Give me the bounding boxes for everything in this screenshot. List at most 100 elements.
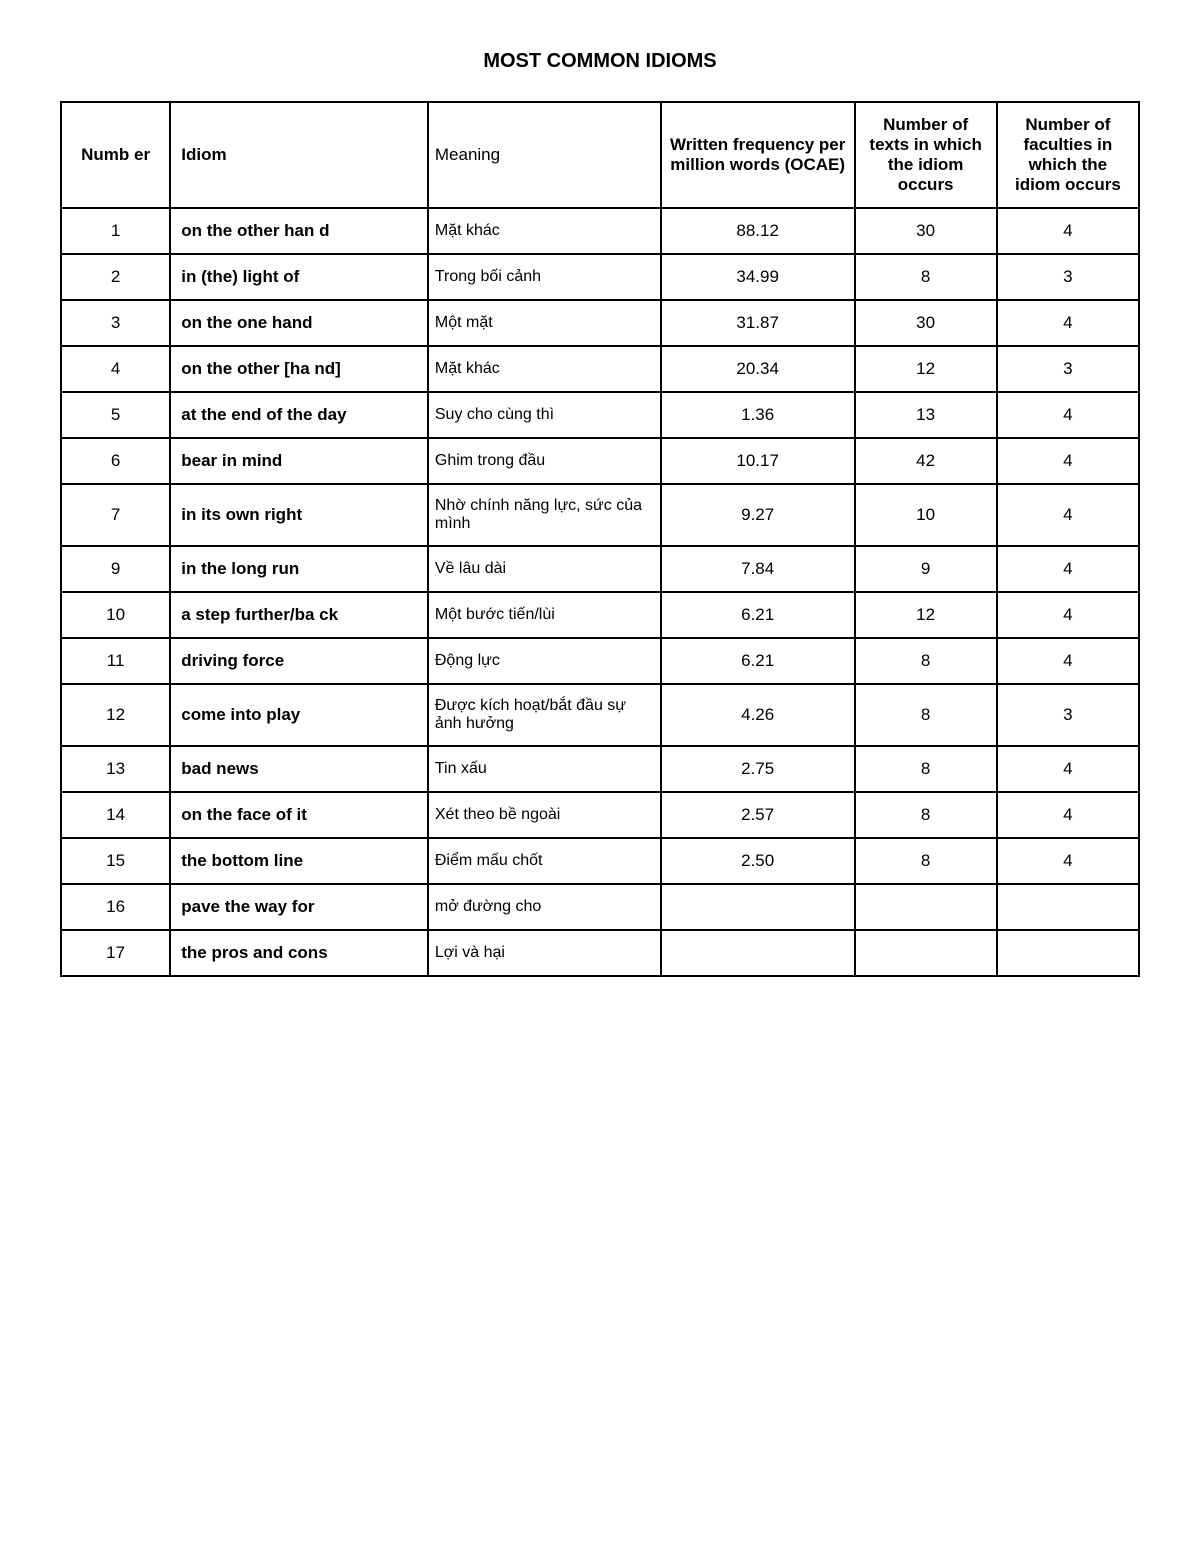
cell-texts: 30 — [855, 300, 997, 346]
cell-idiom: the pros and cons — [170, 930, 428, 976]
cell-faculties: 4 — [997, 638, 1139, 684]
table-row: 7in its own rightNhờ chính năng lực, sức… — [61, 484, 1139, 546]
cell-faculties: 3 — [997, 684, 1139, 746]
col-header-meaning: Meaning — [428, 102, 661, 208]
cell-texts: 8 — [855, 792, 997, 838]
cell-number: 2 — [61, 254, 170, 300]
cell-meaning: Tin xấu — [428, 746, 661, 792]
table-row: 11driving forceĐộng lực6.2184 — [61, 638, 1139, 684]
table-row: 4on the other [ha nd]Mặt khác20.34123 — [61, 346, 1139, 392]
cell-idiom: in (the) light of — [170, 254, 428, 300]
cell-idiom: on the one hand — [170, 300, 428, 346]
col-header-number: Numb er — [61, 102, 170, 208]
cell-number: 17 — [61, 930, 170, 976]
cell-faculties: 4 — [997, 546, 1139, 592]
cell-number: 15 — [61, 838, 170, 884]
cell-idiom: the bottom line — [170, 838, 428, 884]
cell-frequency: 10.17 — [661, 438, 855, 484]
cell-texts: 8 — [855, 746, 997, 792]
table-row: 14on the face of itXét theo bề ngoài2.57… — [61, 792, 1139, 838]
table-row: 12come into playĐược kích hoạt/bắt đầu s… — [61, 684, 1139, 746]
cell-idiom: in the long run — [170, 546, 428, 592]
table-row: 2in (the) light ofTrong bối cảnh34.9983 — [61, 254, 1139, 300]
cell-texts: 8 — [855, 838, 997, 884]
cell-meaning: Nhờ chính năng lực, sức của mình — [428, 484, 661, 546]
cell-texts: 8 — [855, 638, 997, 684]
table-row: 3on the one handMột mặt31.87304 — [61, 300, 1139, 346]
cell-faculties: 4 — [997, 484, 1139, 546]
cell-texts: 12 — [855, 592, 997, 638]
cell-number: 16 — [61, 884, 170, 930]
cell-frequency — [661, 930, 855, 976]
table-row: 15the bottom lineĐiểm mấu chốt2.5084 — [61, 838, 1139, 884]
cell-number: 9 — [61, 546, 170, 592]
cell-frequency: 4.26 — [661, 684, 855, 746]
cell-idiom: on the face of it — [170, 792, 428, 838]
cell-number: 13 — [61, 746, 170, 792]
table-row: 5at the end of the daySuy cho cùng thì1.… — [61, 392, 1139, 438]
cell-meaning: Suy cho cùng thì — [428, 392, 661, 438]
cell-meaning: Điểm mấu chốt — [428, 838, 661, 884]
table-row: 9in the long runVề lâu dài7.8494 — [61, 546, 1139, 592]
cell-meaning: Một bước tiến/lùi — [428, 592, 661, 638]
cell-frequency: 88.12 — [661, 208, 855, 254]
cell-meaning: Ghim trong đầu — [428, 438, 661, 484]
table-header-row: Numb er Idiom Meaning Written frequency … — [61, 102, 1139, 208]
cell-meaning: Được kích hoạt/bắt đầu sự ảnh hưởng — [428, 684, 661, 746]
cell-frequency: 20.34 — [661, 346, 855, 392]
cell-frequency: 34.99 — [661, 254, 855, 300]
cell-faculties: 3 — [997, 254, 1139, 300]
cell-texts: 13 — [855, 392, 997, 438]
page-title: MOST COMMON IDIOMS — [60, 50, 1140, 73]
cell-frequency: 31.87 — [661, 300, 855, 346]
cell-idiom: come into play — [170, 684, 428, 746]
cell-frequency: 1.36 — [661, 392, 855, 438]
cell-texts: 42 — [855, 438, 997, 484]
cell-texts — [855, 884, 997, 930]
cell-idiom: on the other [ha nd] — [170, 346, 428, 392]
cell-faculties: 4 — [997, 208, 1139, 254]
table-row: 6bear in mindGhim trong đầu10.17424 — [61, 438, 1139, 484]
cell-faculties: 4 — [997, 838, 1139, 884]
cell-faculties: 4 — [997, 438, 1139, 484]
cell-meaning: Về lâu dài — [428, 546, 661, 592]
cell-idiom: driving force — [170, 638, 428, 684]
cell-meaning: Trong bối cảnh — [428, 254, 661, 300]
cell-frequency: 2.50 — [661, 838, 855, 884]
cell-frequency — [661, 884, 855, 930]
cell-texts: 8 — [855, 254, 997, 300]
cell-texts: 30 — [855, 208, 997, 254]
cell-idiom: in its own right — [170, 484, 428, 546]
cell-number: 10 — [61, 592, 170, 638]
cell-frequency: 9.27 — [661, 484, 855, 546]
cell-texts: 8 — [855, 684, 997, 746]
cell-meaning: mở đường cho — [428, 884, 661, 930]
cell-number: 12 — [61, 684, 170, 746]
cell-frequency: 7.84 — [661, 546, 855, 592]
col-header-idiom: Idiom — [170, 102, 428, 208]
cell-texts: 12 — [855, 346, 997, 392]
cell-faculties: 4 — [997, 592, 1139, 638]
cell-meaning: Lợi và hại — [428, 930, 661, 976]
cell-idiom: pave the way for — [170, 884, 428, 930]
cell-faculties: 3 — [997, 346, 1139, 392]
cell-texts: 9 — [855, 546, 997, 592]
cell-number: 5 — [61, 392, 170, 438]
cell-faculties: 4 — [997, 392, 1139, 438]
table-row: 13bad newsTin xấu2.7584 — [61, 746, 1139, 792]
table-row: 10a step further/ba ckMột bước tiến/lùi6… — [61, 592, 1139, 638]
cell-meaning: Động lực — [428, 638, 661, 684]
cell-faculties — [997, 884, 1139, 930]
cell-faculties: 4 — [997, 300, 1139, 346]
cell-frequency: 6.21 — [661, 592, 855, 638]
col-header-faculties: Number of faculties in which the idiom o… — [997, 102, 1139, 208]
table-body: 1on the other han dMặt khác88.123042in (… — [61, 208, 1139, 976]
cell-meaning: Mặt khác — [428, 208, 661, 254]
cell-idiom: bear in mind — [170, 438, 428, 484]
cell-idiom: a step further/ba ck — [170, 592, 428, 638]
cell-number: 3 — [61, 300, 170, 346]
cell-idiom: on the other han d — [170, 208, 428, 254]
cell-frequency: 2.75 — [661, 746, 855, 792]
cell-number: 11 — [61, 638, 170, 684]
table-row: 1on the other han dMặt khác88.12304 — [61, 208, 1139, 254]
